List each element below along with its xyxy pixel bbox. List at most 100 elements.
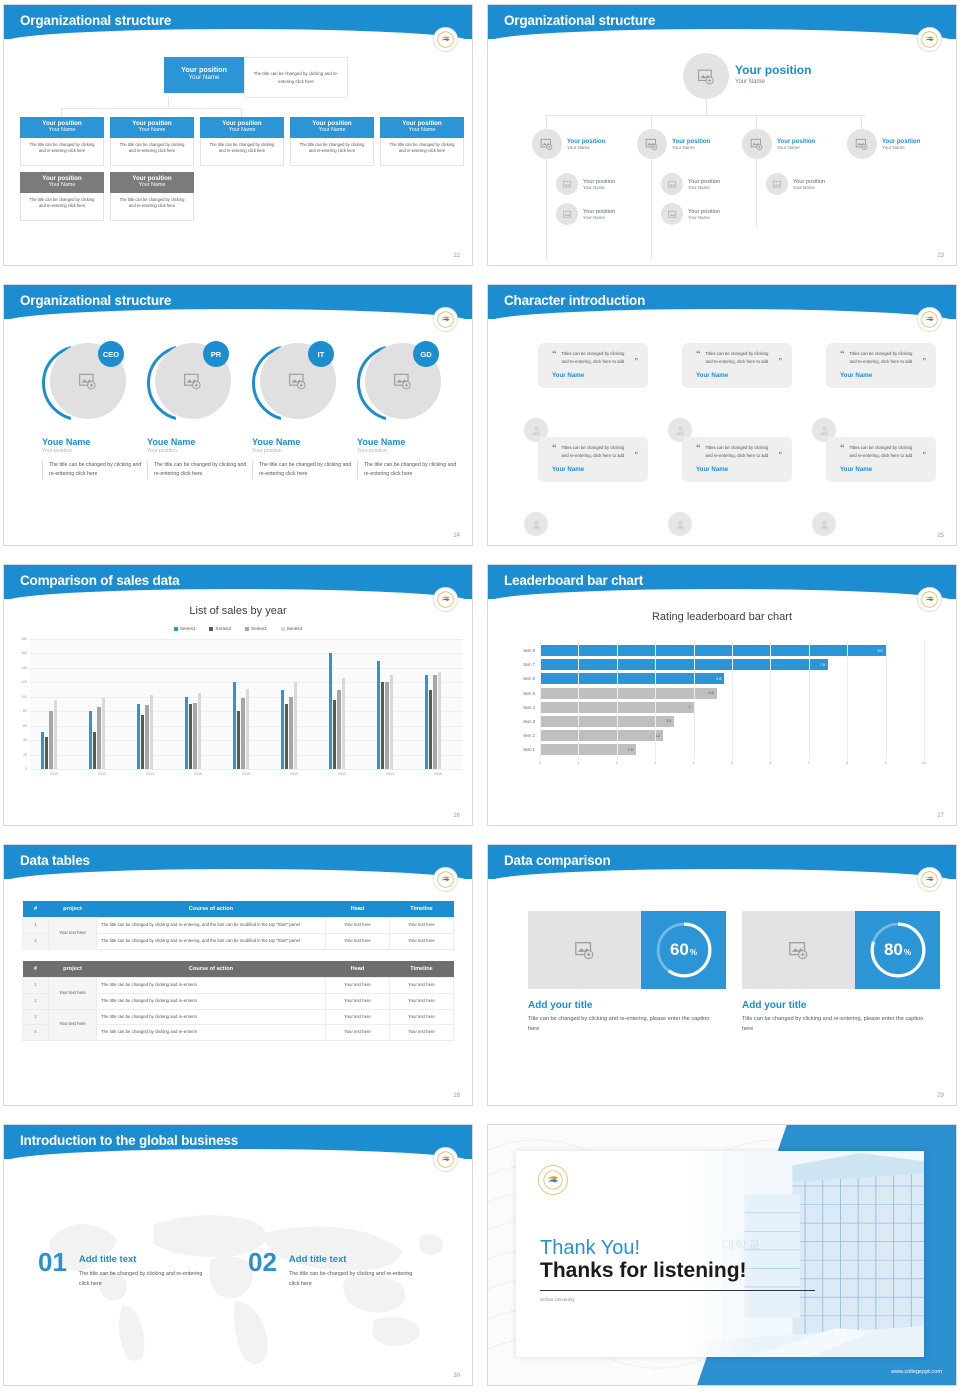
org-name: Your Name (188, 74, 220, 82)
data-table-primary[interactable]: # project Course of action Head Timeline… (22, 901, 454, 950)
person-position: Your position (42, 448, 72, 454)
tree-avatar[interactable] (661, 173, 683, 195)
person-photo-circle[interactable]: CEO (42, 341, 126, 423)
tree-avatar[interactable] (847, 129, 877, 159)
cell-head: Your text here (325, 992, 390, 1010)
person-card-3[interactable]: IT Youe Name Your position The title can… (252, 341, 352, 480)
quote-card-5[interactable]: “ Titles can be changed by clicking and … (682, 437, 792, 483)
person-photo-circle[interactable]: PR (147, 341, 231, 423)
cell-timeline: Your text here (389, 992, 454, 1010)
org-root-note[interactable]: The title can be changed by clicking and… (244, 57, 348, 98)
slide-org-structure-tree[interactable]: Organizational structure Your position Y… (487, 4, 957, 266)
global-item-2[interactable]: 02 Add title text The title can be chang… (248, 1249, 419, 1290)
quote-avatar[interactable] (812, 512, 836, 536)
comparison-block-1[interactable]: 60% Add your title Title can be changed … (528, 911, 726, 1034)
quote-card-3[interactable]: “ Titles can be changed by clicking and … (826, 343, 936, 389)
university-seal-icon (917, 867, 942, 892)
tree-name: Your Name (688, 214, 710, 220)
comparison-block-2[interactable]: 80% Add your title Title can be changed … (742, 911, 940, 1034)
org-box-4[interactable]: Your position Your Name The title can be… (290, 117, 374, 166)
legend-swatch (173, 626, 178, 631)
slide-data-comparison[interactable]: Data comparison 60% (487, 844, 957, 1106)
legend-item-1: Series1 (173, 626, 195, 631)
org-box-3[interactable]: Your position Your Name The title can be… (200, 117, 284, 166)
quote-avatar[interactable] (524, 512, 548, 536)
table-row[interactable]: 4 The title can be changed by clicking a… (22, 1024, 454, 1042)
tree-node-l2-3[interactable]: Your position Your Name (742, 129, 815, 159)
slide-comparison-of-sales-data[interactable]: Comparison of sales data List of sales b… (3, 564, 473, 826)
global-item-1[interactable]: 01 Add title text The title can be chang… (38, 1249, 209, 1290)
tree-avatar[interactable] (637, 129, 667, 159)
tree-node-l3-1[interactable]: Your position Your Name (556, 173, 615, 195)
slide-leaderboard-bar-chart[interactable]: Leaderboard bar chart Rating leaderboard… (487, 564, 957, 826)
table-row[interactable]: 1 Your text here The title can be change… (22, 976, 454, 1010)
person-photo-circle[interactable]: IT (252, 341, 336, 423)
quote-avatar[interactable] (668, 512, 692, 536)
org-box-2[interactable]: Your position Your Name The title can be… (110, 117, 194, 166)
leaderboard-chart: Item 8 9.0 Item 7 7.5 Item 6 4.8 Item 5 4.6 Item… (506, 640, 926, 768)
tree-avatar[interactable] (661, 203, 683, 225)
slide-org-structure-people[interactable]: Organizational structure CEO Youe Name Y… (3, 284, 473, 546)
leaderboard-label: Item 2 (523, 733, 535, 739)
gridline (693, 640, 695, 759)
comparison-card[interactable]: 60% (528, 911, 726, 989)
quote-card-1[interactable]: “ Titles can be changed by clicking and … (538, 343, 648, 389)
table-row[interactable]: 2 The title can be changed by clicking a… (22, 932, 454, 950)
quote-card-4[interactable]: “ Titles can be changed by clicking and … (538, 437, 648, 483)
slide-org-structure-boxes[interactable]: Organizational structure Your position Y… (3, 4, 473, 266)
tree-node-l3-2[interactable]: Your position Your Name (556, 203, 615, 225)
comparison-image-placeholder[interactable] (742, 911, 855, 989)
slide-data-tables[interactable]: Data tables # project Course of action H… (3, 844, 473, 1106)
leaderboard-rows: Item 8 9.0 Item 7 7.5 Item 6 4.8 Item 5 4.6 Item… (506, 645, 924, 756)
tree-name: Your Name (793, 184, 815, 190)
tree-name: Your Name (882, 144, 905, 150)
tree-avatar[interactable] (556, 173, 578, 195)
data-table-secondary[interactable]: # project Course of action Head Timeline… (22, 960, 454, 1042)
tree-node-l3-3[interactable]: Your position Your Name (661, 173, 720, 195)
quote-card-6[interactable]: “ Titles can be changed by clicking and … (826, 437, 936, 483)
university-seal-icon (433, 307, 458, 332)
tree-node-l2-1[interactable]: Your position Your Name (532, 129, 605, 159)
slide-introduction-to-global-business[interactable]: Introduction to the global business (3, 1124, 473, 1386)
tree-node-l3-4[interactable]: Your position Your Name (661, 203, 720, 225)
tree-node-l2-4[interactable]: Your position Your Name (847, 129, 920, 159)
y-axis-tick: 60 (23, 723, 27, 728)
tree-avatar[interactable] (532, 129, 562, 159)
item-number: 01 (38, 1247, 67, 1277)
quote-card-2[interactable]: “ Titles can be changed by clicking and … (682, 343, 792, 389)
comparison-card[interactable]: 80% (742, 911, 940, 989)
quote-close-icon: ” (634, 358, 639, 366)
thanks-subheading: Thanks for listening! (540, 1259, 747, 1282)
tree-root-avatar[interactable] (683, 53, 729, 99)
quote-avatar[interactable] (524, 418, 548, 442)
person-card-4[interactable]: GD Youe Name Your position The title can… (357, 341, 457, 480)
tree-avatar[interactable] (556, 203, 578, 225)
org-box-1[interactable]: Your position Your Name The title can be… (20, 117, 104, 166)
person-card-2[interactable]: PR Youe Name Your position The title can… (147, 341, 247, 480)
cell-course: The title can be changed by clicking and… (96, 1008, 326, 1026)
quote-open-icon: “ (696, 443, 701, 453)
person-photo-circle[interactable]: GD (357, 341, 441, 423)
connector-down (756, 129, 757, 227)
slide-thank-you[interactable]: 대학교 Thank You! Thanks for listening! Seh… (487, 1124, 957, 1386)
tree-node-l3-5[interactable]: Your position Your Name (766, 173, 825, 195)
tree-node-l2-2[interactable]: Your position Your Name (637, 129, 710, 159)
org-box-6[interactable]: Your position Your Name The title can be… (20, 172, 104, 221)
gridline (616, 640, 618, 759)
person-name: Youe Name (357, 437, 406, 447)
org-box-7[interactable]: Your position Your Name The title can be… (110, 172, 194, 221)
org-box-5[interactable]: Your position Your Name The title can be… (380, 117, 464, 166)
comparison-image-placeholder[interactable] (528, 911, 641, 989)
person-card-1[interactable]: CEO Youe Name Your position The title ca… (42, 341, 142, 480)
image-placeholder-icon (184, 373, 201, 390)
table-row[interactable]: 1 Your text here The title can be change… (22, 917, 454, 950)
tree-avatar[interactable] (742, 129, 772, 159)
donut-unit: % (689, 948, 698, 957)
tree-avatar[interactable] (766, 173, 788, 195)
table-row[interactable]: 3 Your text here The title can be change… (22, 1008, 454, 1042)
org-box-root[interactable]: Your position Your Name (164, 57, 244, 93)
bar-group (328, 653, 346, 769)
slide-character-introduction[interactable]: Character introduction “ Titles can be c… (487, 284, 957, 546)
quote-name: Your Name (840, 466, 873, 474)
